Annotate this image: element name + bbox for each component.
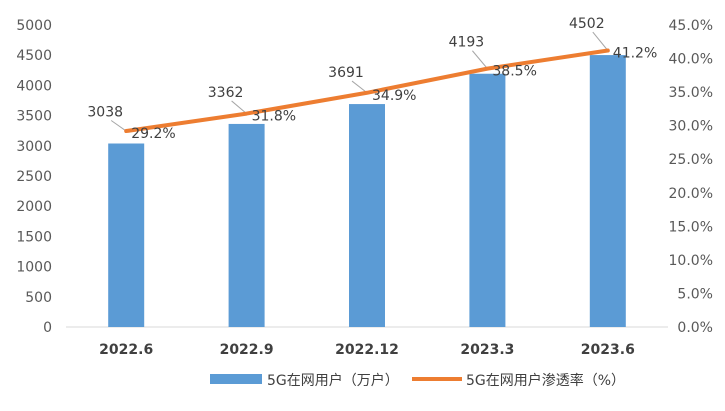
leader-line [231,100,247,114]
label-leader-lines [110,31,609,132]
left-axis-tick-label: 3000 [16,139,52,155]
legend-bar-label: 5G在网用户（万户） [267,372,399,389]
bar [589,55,626,328]
line-data-label: 34.9% [372,88,416,104]
bar-data-label: 4502 [569,16,605,32]
bar [108,143,145,327]
bar-series [108,55,626,328]
right-axis-tick-label: 30.0% [669,119,713,135]
line-data-label: 41.2% [613,46,657,62]
left-axis-tick-label: 500 [25,290,52,306]
x-axis-tick-label: 2023.3 [460,342,514,358]
line-path [124,48,610,134]
left-axis-tick-label: 4000 [16,78,52,94]
right-axis-tick-label: 0.0% [677,320,713,336]
bar-data-label: 3362 [208,85,244,101]
line-data-label: 31.8% [252,109,296,125]
right-axis-tick-label: 20.0% [669,186,713,202]
leader-line [472,50,488,69]
line-series [124,48,610,134]
left-axis-tick-label: 5000 [16,18,52,34]
right-y-axis: 0.0% 5.0% 10.0% 15.0% 20.0% 25.0% 30.0% 35.0% 40… [669,18,713,336]
x-axis-tick-label: 2023.6 [581,342,635,358]
leader-line [592,31,609,51]
leader-line [351,80,368,94]
right-axis-tick-label: 15.0% [669,219,713,235]
bar [469,73,506,327]
legend: 5G在网用户（万户） 5G在网用户渗透率（%） [210,372,625,389]
leader-line [110,120,127,132]
x-axis-tick-label: 2022.9 [220,342,274,358]
bar-data-label: 3038 [87,105,123,121]
right-axis-tick-label: 10.0% [669,253,713,269]
bar [349,104,385,327]
left-axis-tick-label: 4500 [16,48,52,64]
left-axis-tick-label: 3500 [16,109,52,125]
left-axis-tick-label: 2500 [16,169,52,185]
x-axis-ticks: 2022.6 2022.9 2022.12 2023.3 2023.6 [99,342,635,358]
left-axis-tick-label: 0 [43,320,52,336]
line-data-label: 38.5% [492,64,536,80]
right-axis-tick-label: 35.0% [669,85,713,101]
right-axis-tick-label: 40.0% [669,52,713,68]
left-y-axis: 0 500 1000 1500 2000 2500 3000 3500 4000 4500 5000 [16,18,52,336]
line-data-label: 29.2% [131,126,175,142]
left-axis-tick-label: 2000 [16,199,52,215]
right-axis-tick-label: 25.0% [669,152,713,168]
legend-line-label: 5G在网用户渗透率（%） [466,372,625,389]
x-axis-tick-label: 2022.6 [99,342,153,358]
left-axis-tick-label: 1500 [16,229,52,245]
line-data-labels: 29.2% 31.8% 34.9% 38.5% 41.2% [131,46,657,143]
bar-data-labels: 3038 3362 3691 4193 4502 [87,16,604,120]
legend-bar-swatch [210,374,262,384]
left-axis-tick-label: 1000 [16,260,52,276]
bar [228,123,265,327]
right-axis-tick-label: 45.0% [669,18,713,34]
right-axis-tick-label: 5.0% [677,286,713,302]
x-axis-tick-label: 2022.12 [335,342,399,358]
bar-data-label: 3691 [328,65,364,81]
bar-data-label: 4193 [449,35,485,51]
